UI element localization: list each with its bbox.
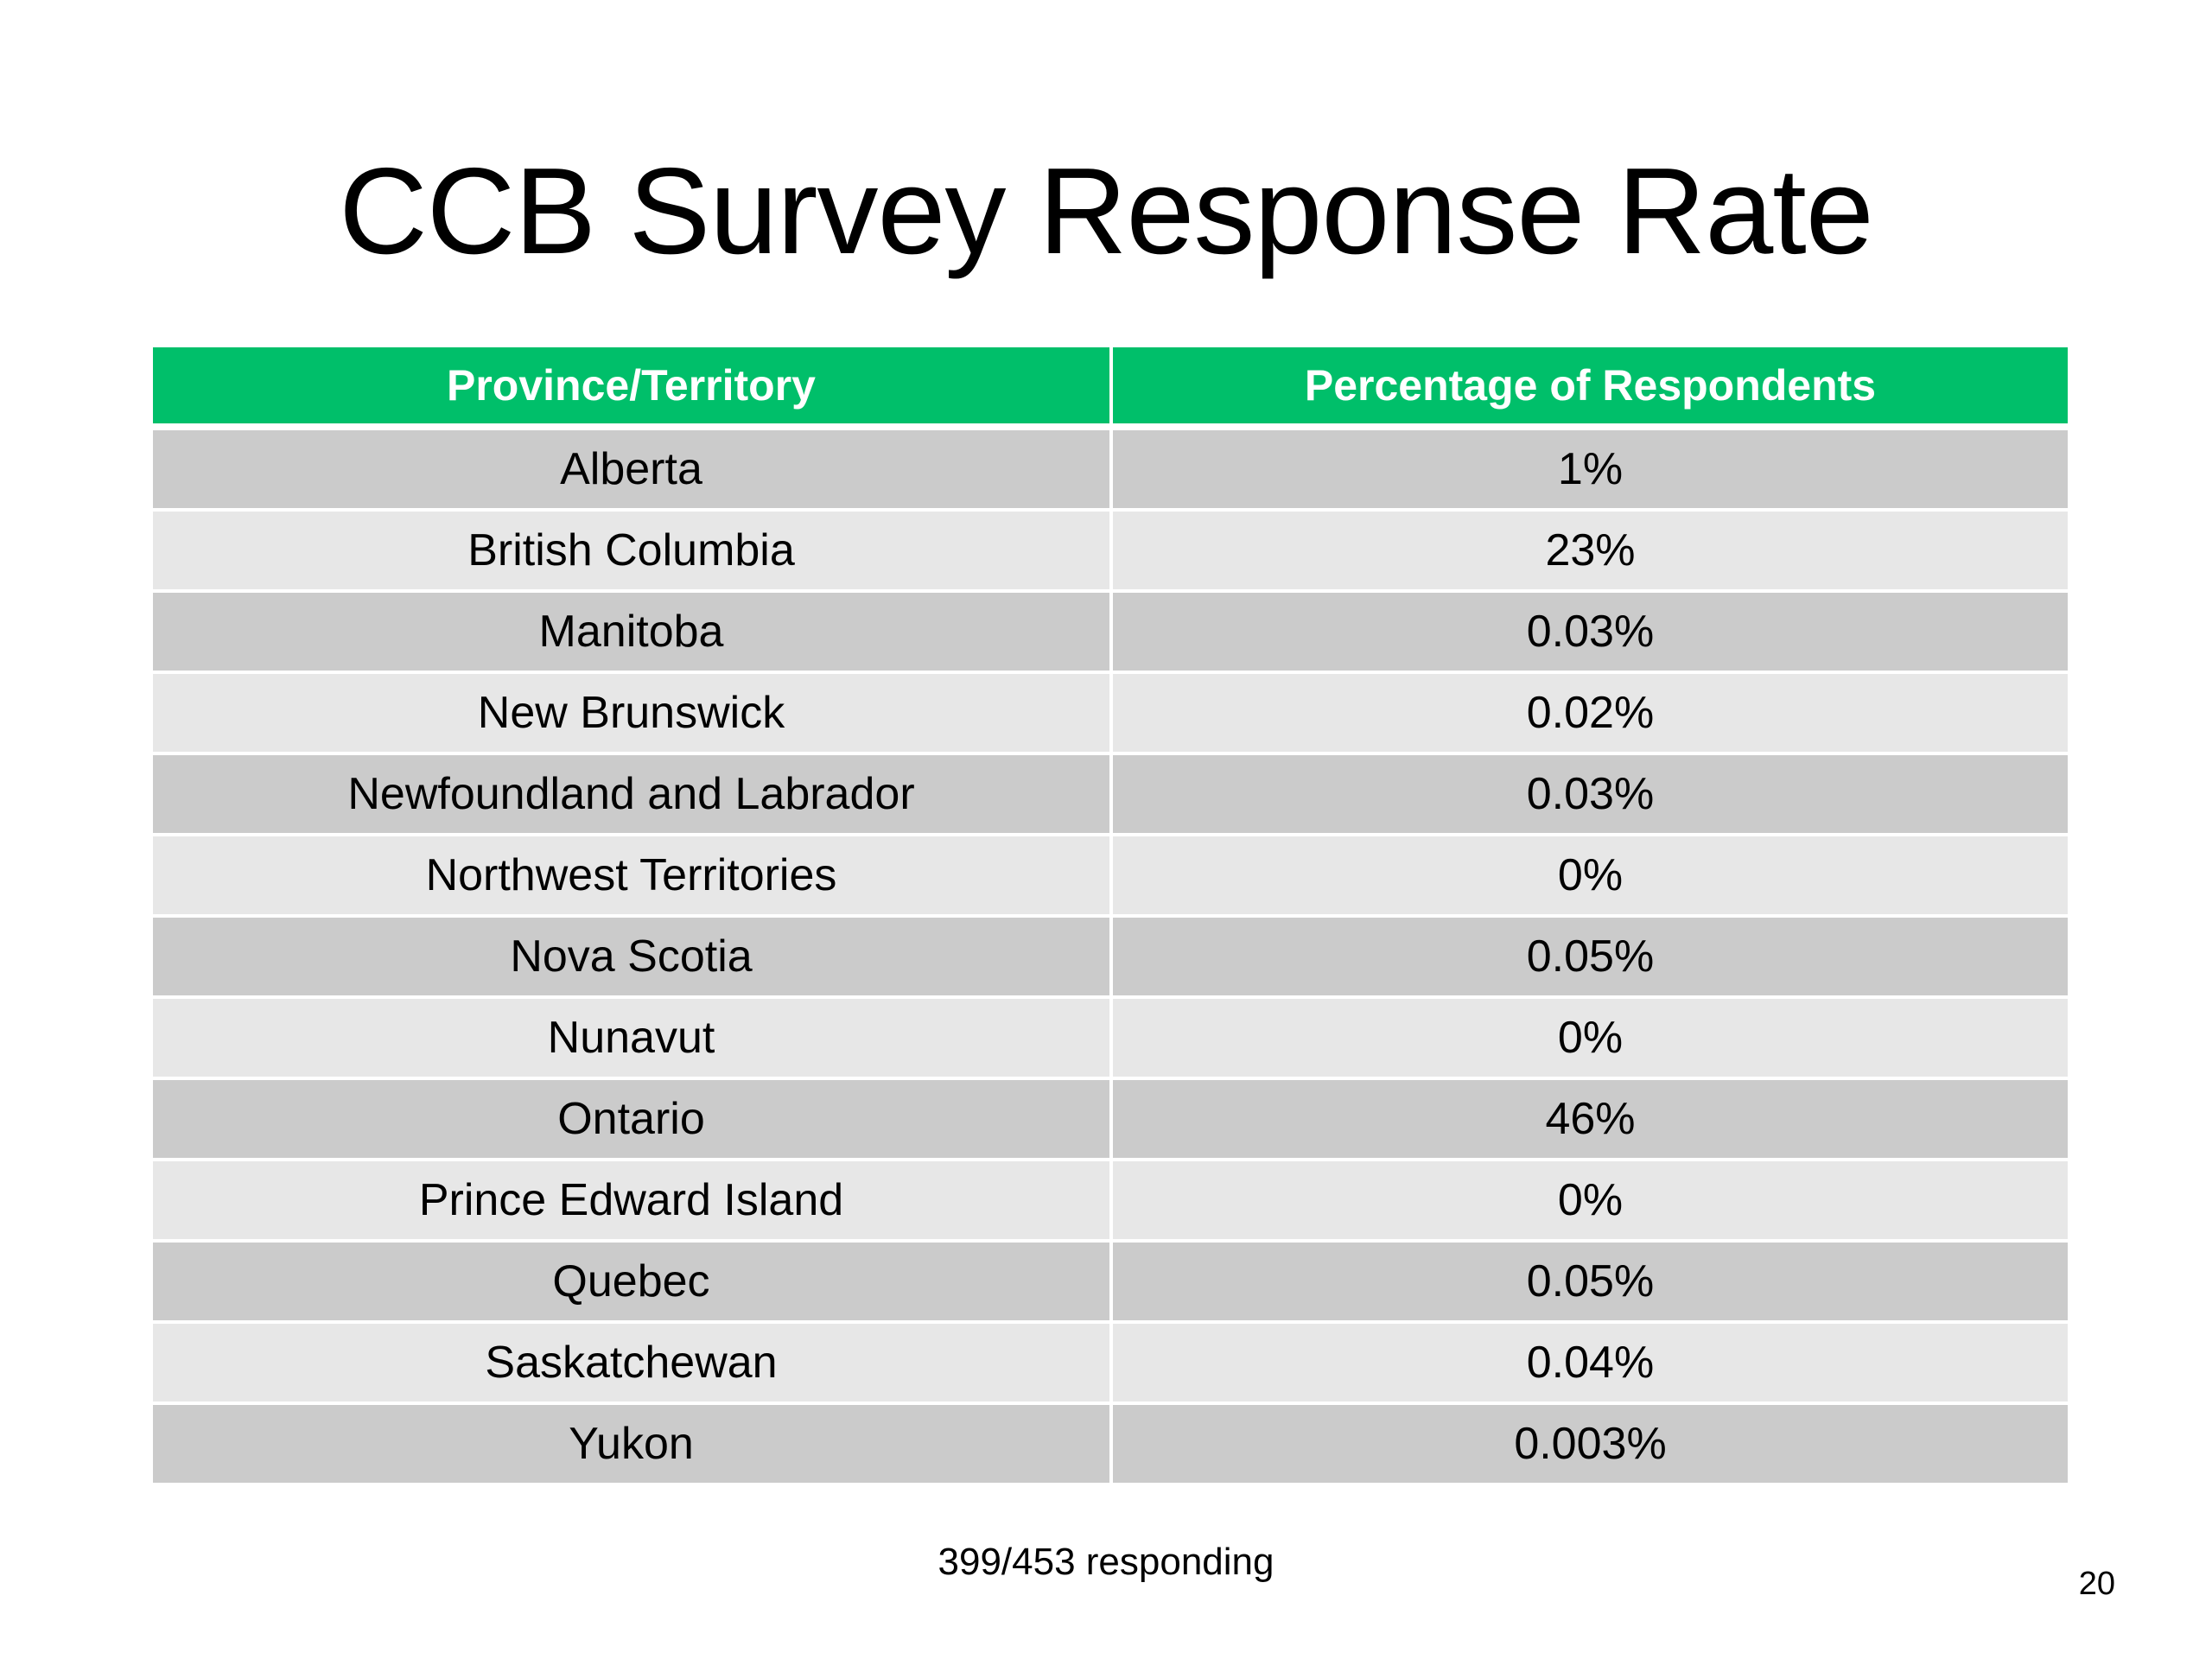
percentage-cell: 0%	[1109, 836, 2068, 918]
percentage-cell: 0%	[1109, 999, 2068, 1080]
province-cell: Nova Scotia	[153, 918, 1109, 999]
percentage-cell: 0.04%	[1109, 1324, 2068, 1405]
percentage-cell: 0.03%	[1109, 755, 2068, 836]
table-row: Manitoba 0.03%	[153, 593, 2068, 674]
province-cell: Manitoba	[153, 593, 1109, 674]
responding-footnote: 399/453 responding	[938, 1541, 1274, 1583]
page-number: 20	[2078, 1566, 2115, 1602]
table-row: Saskatchewan 0.04%	[153, 1324, 2068, 1405]
response-rate-table-container: Province/Territory Percentage of Respond…	[153, 347, 2068, 1483]
table-row: Prince Edward Island 0%	[153, 1161, 2068, 1243]
province-cell: Saskatchewan	[153, 1324, 1109, 1405]
percentage-cell: 0.05%	[1109, 918, 2068, 999]
percentage-cell: 1%	[1109, 430, 2068, 512]
percentage-cell: 46%	[1109, 1080, 2068, 1161]
province-cell: Alberta	[153, 430, 1109, 512]
province-cell: Quebec	[153, 1243, 1109, 1324]
province-cell: Yukon	[153, 1405, 1109, 1483]
column-header-percentage: Percentage of Respondents	[1109, 347, 2068, 430]
table-row: New Brunswick 0.02%	[153, 674, 2068, 755]
table-row: Nunavut 0%	[153, 999, 2068, 1080]
table-header-row: Province/Territory Percentage of Respond…	[153, 347, 2068, 430]
province-cell: Newfoundland and Labrador	[153, 755, 1109, 836]
table-row: Alberta 1%	[153, 430, 2068, 512]
province-cell: Northwest Territories	[153, 836, 1109, 918]
percentage-cell: 0.03%	[1109, 593, 2068, 674]
column-header-province: Province/Territory	[153, 347, 1109, 430]
table-row: British Columbia 23%	[153, 512, 2068, 593]
table-row: Nova Scotia 0.05%	[153, 918, 2068, 999]
province-cell: Prince Edward Island	[153, 1161, 1109, 1243]
response-rate-table: Province/Territory Percentage of Respond…	[153, 347, 2068, 1483]
table-row: Ontario 46%	[153, 1080, 2068, 1161]
province-cell: British Columbia	[153, 512, 1109, 593]
percentage-cell: 0%	[1109, 1161, 2068, 1243]
province-cell: Ontario	[153, 1080, 1109, 1161]
province-cell: New Brunswick	[153, 674, 1109, 755]
table-row: Quebec 0.05%	[153, 1243, 2068, 1324]
slide-title: CCB Survey Response Rate	[339, 143, 1873, 280]
table-row: Yukon 0.003%	[153, 1405, 2068, 1483]
table-row: Newfoundland and Labrador 0.03%	[153, 755, 2068, 836]
table-row: Northwest Territories 0%	[153, 836, 2068, 918]
percentage-cell: 0.05%	[1109, 1243, 2068, 1324]
percentage-cell: 0.003%	[1109, 1405, 2068, 1483]
percentage-cell: 0.02%	[1109, 674, 2068, 755]
percentage-cell: 23%	[1109, 512, 2068, 593]
province-cell: Nunavut	[153, 999, 1109, 1080]
